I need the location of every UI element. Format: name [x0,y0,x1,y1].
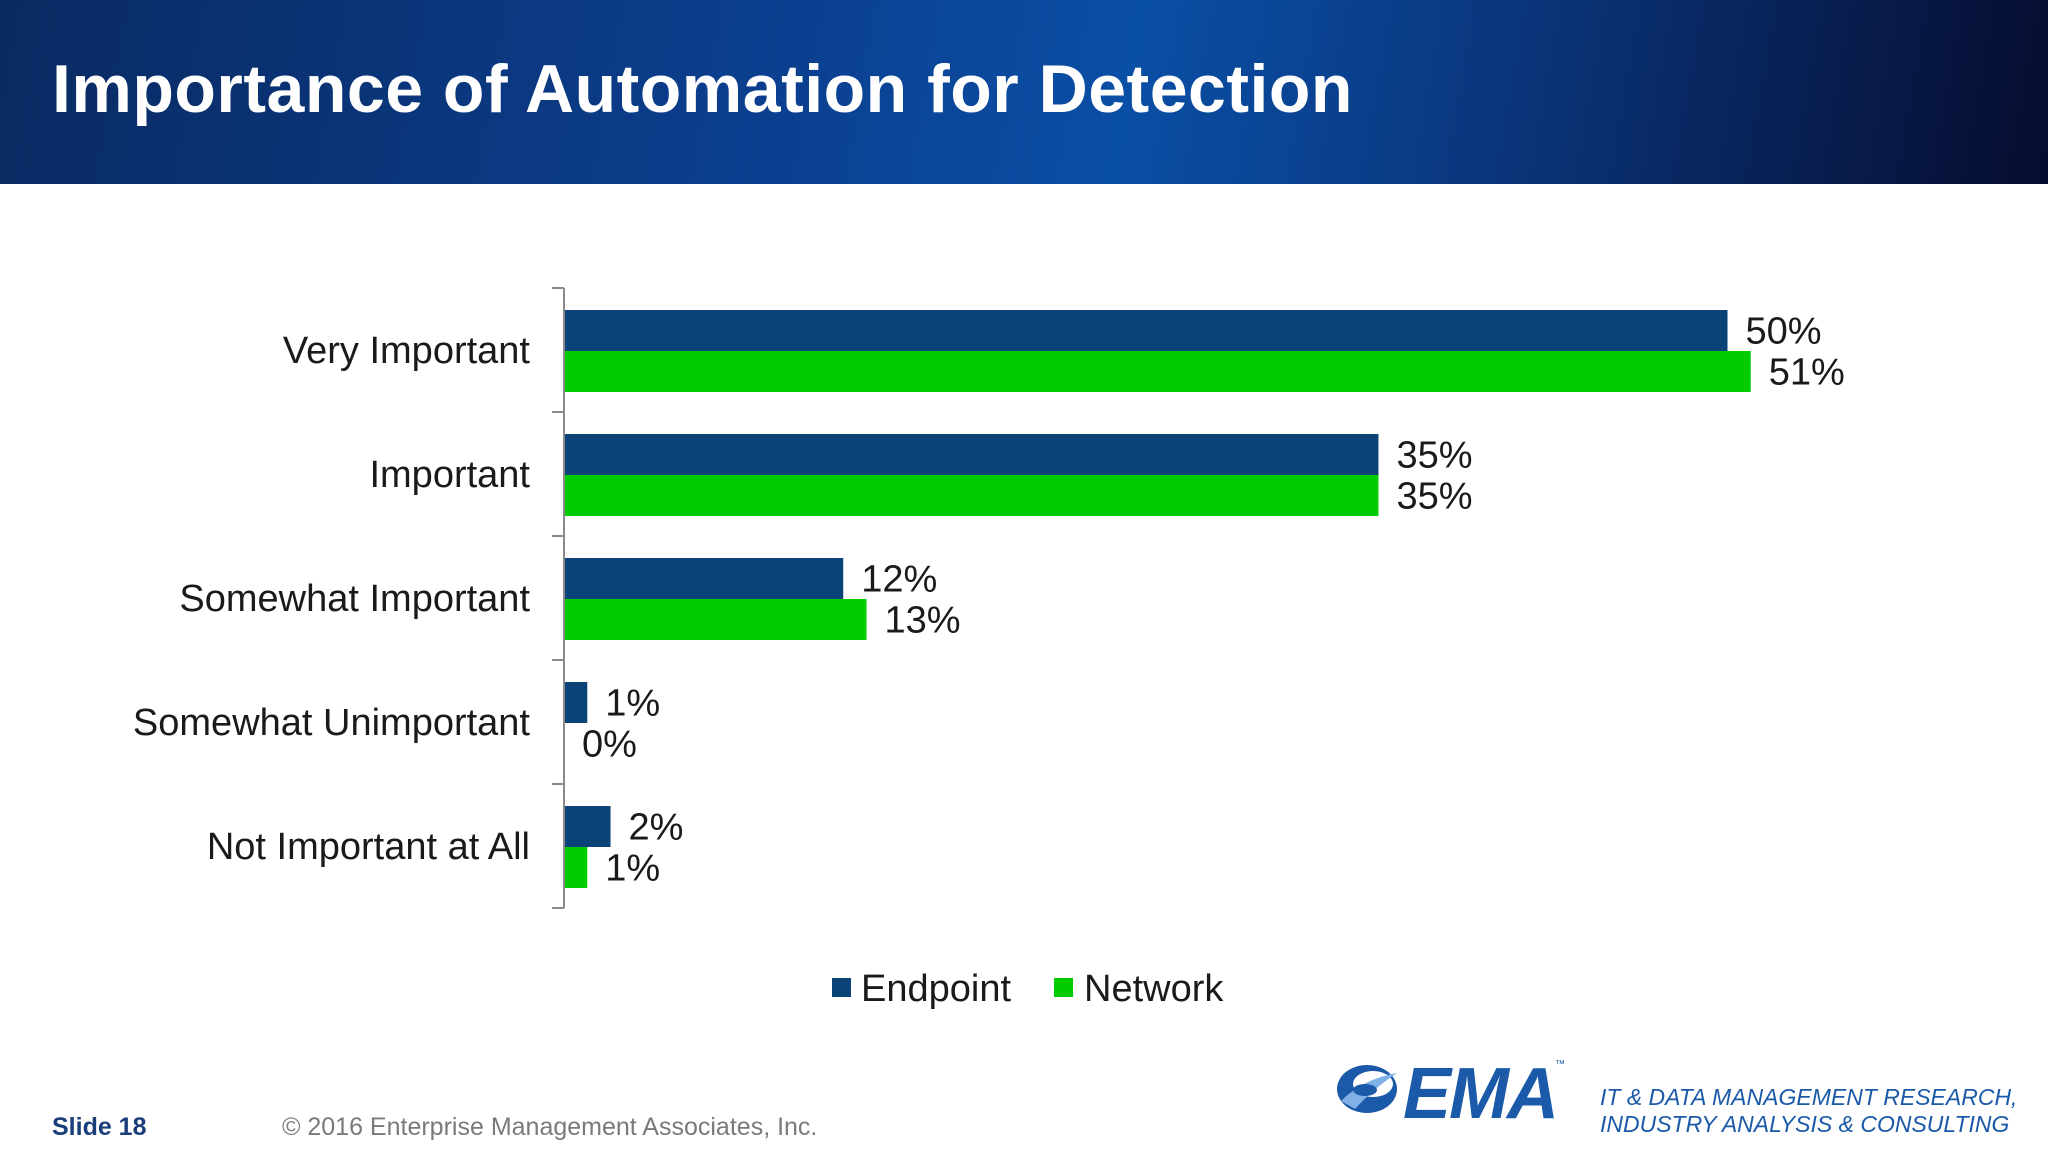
bar-endpoint-1 [564,434,1379,475]
category-label-0: Very Important [283,330,531,372]
bar-endpoint-0 [564,310,1728,351]
data-label-endpoint-1: 35% [1396,435,1472,477]
category-labels: Very Important Important Somewhat Importan… [133,330,531,868]
bars-layer: 50%51%35%35%12%13%1%0%2%1% [564,310,1845,890]
tagline-line-2: INDUSTRY ANALYSIS & CONSULTING [1600,1111,2010,1137]
ema-logo-text: EMA [1403,1054,1559,1134]
tagline-line-1: IT & DATA MANAGEMENT RESEARCH, [1600,1084,2018,1110]
legend-label-network: Network [1084,968,1224,1010]
slide-title: Importance of Automation for Detection [52,51,1353,127]
data-label-endpoint-3: 1% [605,683,660,725]
ema-logo: EMA ™ [1333,1054,1565,1140]
category-label-1: Important [369,454,530,496]
copyright-notice: © 2016 Enterprise Management Associates,… [282,1113,818,1141]
legend-swatch-endpoint [832,978,851,997]
trademark-mark: ™ [1555,1059,1565,1070]
chart-legend: Endpoint Network [832,968,1224,1010]
data-label-network-2: 13% [885,600,961,642]
data-label-endpoint-2: 12% [861,559,937,601]
data-label-endpoint-0: 50% [1746,311,1822,353]
bar-network-2 [564,599,867,640]
legend-swatch-network [1054,978,1073,997]
bar-endpoint-2 [564,558,844,599]
legend-label-endpoint: Endpoint [861,968,1011,1010]
data-label-network-3: 0% [582,724,637,766]
data-label-network-1: 35% [1396,476,1472,518]
data-label-network-4: 1% [605,848,660,890]
title-band [0,0,2048,184]
bar-endpoint-4 [564,806,611,847]
bar-network-1 [564,475,1379,516]
bar-network-4 [564,847,588,888]
category-axis [552,287,565,909]
category-label-2: Somewhat Important [179,578,530,620]
slide-number: Slide 18 [52,1113,147,1141]
data-label-endpoint-4: 2% [629,807,684,849]
company-tagline: IT & DATA MANAGEMENT RESEARCH, INDUSTRY … [1600,1084,2017,1138]
category-label-4: Not Important at All [207,826,530,868]
data-label-network-0: 51% [1769,352,1845,394]
bar-network-0 [564,351,1751,392]
ema-swoosh-icon [1337,1065,1397,1113]
bar-endpoint-3 [564,682,588,723]
category-label-3: Somewhat Unimportant [133,702,531,744]
